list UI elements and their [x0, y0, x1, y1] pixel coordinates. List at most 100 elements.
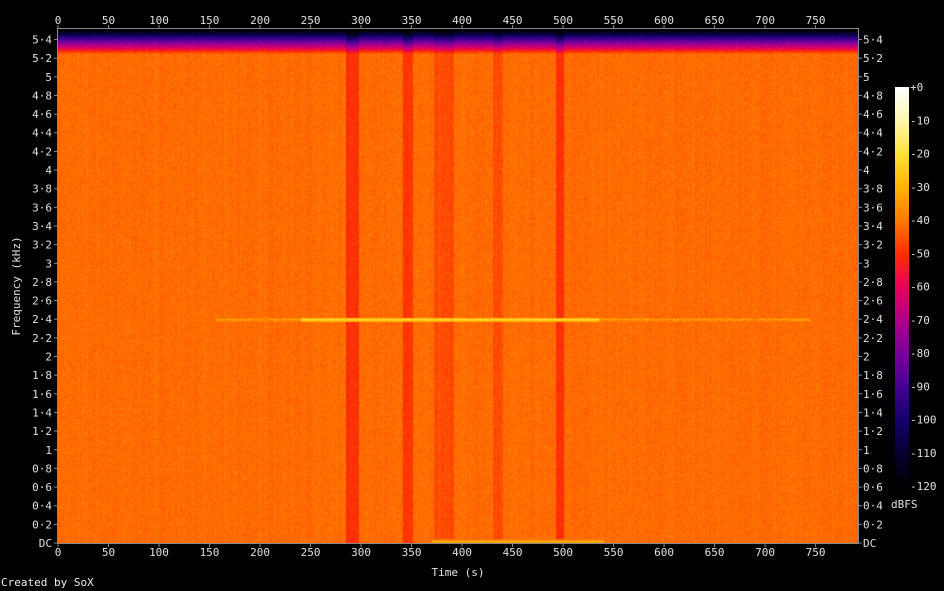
y-tick-label-left: 0·2 — [32, 518, 52, 531]
x-tick-label-bottom: 200 — [250, 546, 270, 559]
colorbar-tick-label: -80 — [910, 347, 930, 360]
x-tick-label-top: 150 — [200, 14, 220, 27]
y-tick-label-right: 5 — [863, 71, 870, 84]
colorbar-tick-label: -60 — [910, 281, 930, 294]
y-tick-label-right: 2·2 — [863, 332, 883, 345]
x-axis-label: Time (s) — [432, 566, 485, 579]
y-tick-label-left: 3·2 — [32, 239, 52, 252]
y-tick-label-left: 4·6 — [32, 108, 52, 121]
x-tick-label-top: 100 — [149, 14, 169, 27]
x-tick-label-top: 50 — [102, 14, 115, 27]
credit-text: Created by SoX — [1, 576, 94, 589]
colorbar-tick-label: -110 — [910, 447, 937, 460]
y-tick-label-left: 3 — [45, 257, 52, 270]
y-tick-label-right: 4·6 — [863, 108, 883, 121]
x-tick-label-bottom: 350 — [402, 546, 422, 559]
x-tick-label-bottom: 500 — [553, 546, 573, 559]
x-tick-label-bottom: 550 — [604, 546, 624, 559]
y-tick-label-right: DC — [863, 537, 876, 550]
colorbar-tick-label: -70 — [910, 314, 930, 327]
x-tick-label-bottom: 300 — [351, 546, 371, 559]
colorbar-tick-label: -120 — [910, 480, 937, 493]
x-tick-label-top: 650 — [705, 14, 725, 27]
y-tick-label-left: 5·2 — [32, 52, 52, 65]
y-tick-label-left: 5·4 — [32, 33, 52, 46]
y-tick-label-left: 1·6 — [32, 388, 52, 401]
y-tick-label-right: 2·4 — [863, 313, 883, 326]
y-tick-label-right: 2·8 — [863, 276, 883, 289]
colorbar-tick-label: -40 — [910, 214, 930, 227]
x-tick-label-top: 300 — [351, 14, 371, 27]
y-tick-label-right: 1·2 — [863, 425, 883, 438]
y-tick-label-left: 1·4 — [32, 406, 52, 419]
x-tick-label-top: 0 — [55, 14, 62, 27]
y-tick-label-right: 4 — [863, 164, 870, 177]
y-tick-label-right: 3·8 — [863, 183, 883, 196]
x-tick-label-bottom: 400 — [452, 546, 472, 559]
x-tick-label-bottom: 650 — [705, 546, 725, 559]
x-tick-label-bottom: 250 — [301, 546, 321, 559]
y-tick-label-left: 2·4 — [32, 313, 52, 326]
colorbar-tick-label: -50 — [910, 247, 930, 260]
y-tick-label-right: 5·4 — [863, 33, 883, 46]
y-tick-label-left: 4·2 — [32, 145, 52, 158]
plot-frame — [57, 28, 859, 544]
y-tick-label-right: 3·4 — [863, 220, 883, 233]
y-tick-label-left: 4 — [45, 164, 52, 177]
y-tick-label-right: 3·2 — [863, 239, 883, 252]
y-tick-label-right: 4·2 — [863, 145, 883, 158]
y-tick-label-right: 0·6 — [863, 481, 883, 494]
x-tick-label-top: 250 — [301, 14, 321, 27]
x-tick-label-bottom: 600 — [654, 546, 674, 559]
colorbar-tick-label: +0 — [910, 81, 923, 94]
y-tick-label-right: 4·4 — [863, 127, 883, 140]
spectrogram-heatmap — [58, 29, 858, 543]
x-tick-label-top: 600 — [654, 14, 674, 27]
x-tick-label-bottom: 0 — [55, 546, 62, 559]
y-tick-label-left: 2 — [45, 351, 52, 364]
colorbar-tick-label: -100 — [910, 414, 937, 427]
colorbar-label: dBFS — [891, 498, 918, 511]
y-tick-label-left: 5 — [45, 71, 52, 84]
y-tick-label-left: 0·4 — [32, 500, 52, 513]
y-tick-label-right: 0·2 — [863, 518, 883, 531]
x-tick-label-top: 500 — [553, 14, 573, 27]
y-tick-label-right: 0·8 — [863, 462, 883, 475]
y-tick-label-left: 3·4 — [32, 220, 52, 233]
y-tick-label-left: 0·6 — [32, 481, 52, 494]
x-tick-label-bottom: 450 — [503, 546, 523, 559]
y-tick-label-left: DC — [39, 537, 52, 550]
y-tick-label-left: 1·2 — [32, 425, 52, 438]
y-tick-label-left: 2·2 — [32, 332, 52, 345]
x-tick-label-top: 750 — [806, 14, 826, 27]
y-tick-label-right: 1·8 — [863, 369, 883, 382]
y-tick-label-right: 4·8 — [863, 89, 883, 102]
y-tick-label-right: 1 — [863, 444, 870, 457]
x-tick-label-bottom: 50 — [102, 546, 115, 559]
y-axis-label: Frequency (kHz) — [10, 236, 23, 335]
y-tick-label-right: 5·2 — [863, 52, 883, 65]
colorbar-tick-label: -30 — [910, 181, 930, 194]
x-tick-label-top: 400 — [452, 14, 472, 27]
y-tick-label-left: 1·8 — [32, 369, 52, 382]
x-tick-label-bottom: 750 — [806, 546, 826, 559]
y-tick-label-left: 3·6 — [32, 201, 52, 214]
y-tick-label-left: 0·8 — [32, 462, 52, 475]
colorbar-tick-label: -90 — [910, 380, 930, 393]
colorbar-tick-label: -10 — [910, 114, 930, 127]
x-tick-label-top: 350 — [402, 14, 422, 27]
x-tick-label-top: 700 — [755, 14, 775, 27]
colorbar — [895, 87, 909, 486]
x-tick-label-bottom: 700 — [755, 546, 775, 559]
y-tick-label-left: 2·8 — [32, 276, 52, 289]
y-tick-label-right: 3·6 — [863, 201, 883, 214]
x-tick-label-top: 550 — [604, 14, 624, 27]
colorbar-tick-label: -20 — [910, 148, 930, 161]
x-tick-label-bottom: 100 — [149, 546, 169, 559]
x-tick-label-top: 200 — [250, 14, 270, 27]
x-tick-label-bottom: 150 — [200, 546, 220, 559]
y-tick-label-right: 0·4 — [863, 500, 883, 513]
y-tick-label-left: 4·8 — [32, 89, 52, 102]
y-tick-label-right: 3 — [863, 257, 870, 270]
